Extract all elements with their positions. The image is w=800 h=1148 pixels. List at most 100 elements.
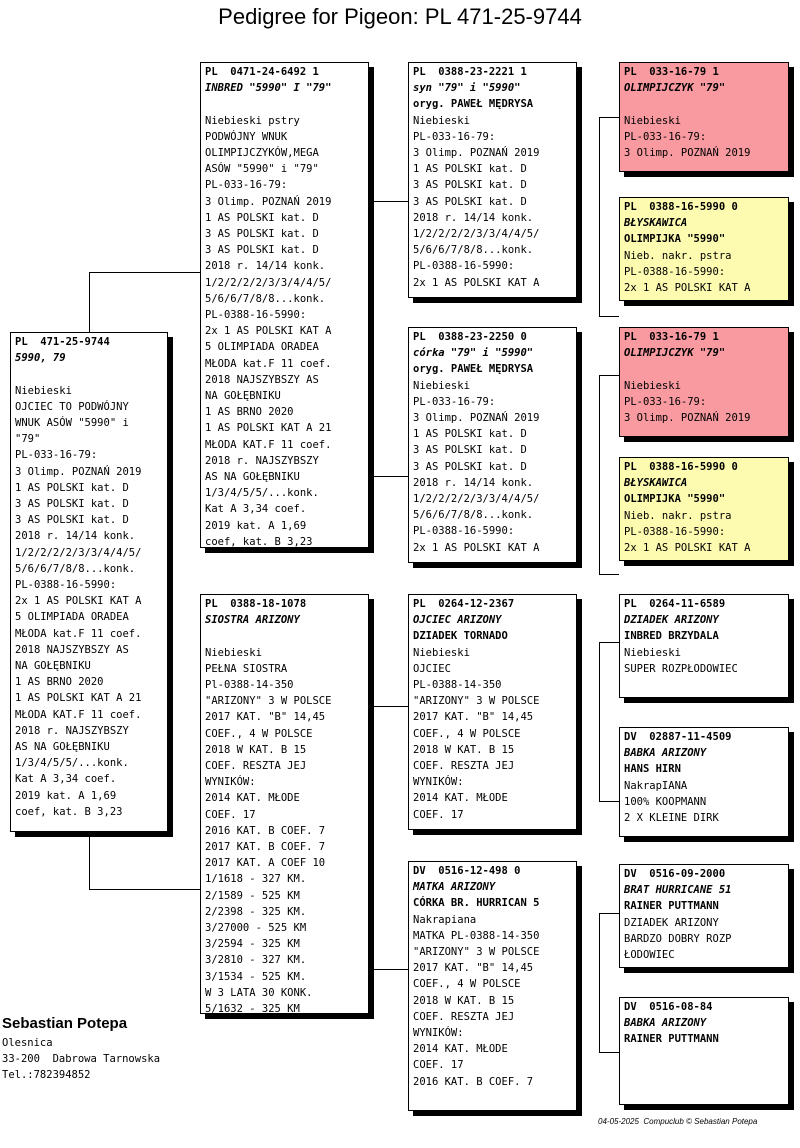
pigeon-info-line: 1/3/4/5/5/...konk. (205, 487, 319, 500)
pigeon-info-line: Niebieski (413, 646, 470, 659)
pigeon-info-line: 2014 KAT. MŁODE (413, 1043, 508, 1056)
pigeon-info-line: 3 Olimp. POZNAŃ 2019 (413, 147, 540, 160)
pigeon-name: 5990, 79 (15, 352, 66, 365)
connector-line (599, 1052, 619, 1053)
ring-number: PL 0264-12-2367 (413, 598, 515, 610)
connector-line (599, 316, 619, 317)
pigeon-info-line: Niebieski pstry (205, 114, 300, 127)
ring-number: PL 0388-16-5990 0 (624, 201, 738, 213)
pigeon-info-line: 3 AS POLSKI kat. D (413, 179, 527, 192)
pigeon-info-line: 3 AS POLSKI kat. D (15, 514, 129, 527)
pigeon-info-line: Niebieski (413, 379, 470, 392)
connector-line (89, 272, 200, 273)
owner-line: Tel.:782394852 (2, 1069, 91, 1081)
pigeon-info-line: 100% KOOPMANN (624, 795, 707, 808)
pigeon-info-line: oryg. PAWEŁ MĘDRYSA (413, 363, 534, 376)
pigeon-info-line: 2x 1 AS POLSKI KAT A (624, 542, 751, 555)
ring-number: PL 0471-24-6492 1 (205, 66, 319, 78)
pigeon-info-line: OJCIEC (413, 662, 451, 675)
connector-line (599, 375, 600, 575)
pigeon-info-line: HANS HIRN (624, 763, 681, 776)
pigeon-card-subject[interactable]: PL 471-25-9744 5990, 79 Niebieski OJCIEC T… (10, 332, 168, 832)
pigeon-card-ggs-2[interactable]: PL 033-16-79 1 OLIMPIJCZYK "79" Niebieski… (619, 327, 789, 437)
ring-number: PL 0388-23-2250 0 (413, 331, 527, 343)
pigeon-info-line: 2/1589 - 525 KM (205, 889, 300, 902)
pigeon-card-ggd-2[interactable]: PL 0388-16-5990 0 BŁYSKAWICA OLIMPIJKA "59… (619, 457, 789, 561)
pigeon-info-line: 2018 r. 14/14 konk. (413, 211, 534, 224)
pigeon-card-sire[interactable]: PL 0471-24-6492 1 INBRED "5990" I "79" Ni… (200, 62, 369, 548)
ring-number: PL 033-16-79 1 (624, 66, 719, 78)
pigeon-info-line: PL-033-16-79: (15, 449, 98, 462)
pigeon-info-line: Niebieski (205, 646, 262, 659)
pigeon-card-dam-sire[interactable]: PL 0264-12-2367 OJCIEC ARIZONY DZIADEK TOR… (408, 594, 577, 830)
pigeon-info-line: 1 AS BRNO 2020 (15, 676, 104, 689)
pigeon-name: OLIMPIJCZYK "79" (624, 347, 726, 360)
pigeon-card-ggs-1[interactable]: PL 033-16-79 1 OLIMPIJCZYK "79" Niebieski… (619, 62, 789, 172)
pigeon-info-line: 1 AS POLSKI kat. D (413, 163, 527, 176)
pigeon-card-ggd-4[interactable]: DV 0516-08-84 BABKA ARIZONY RAINER PUTTMAN… (619, 997, 789, 1105)
pigeon-info-line: 5 OLIMPIADA ORADEA (15, 611, 129, 624)
pigeon-info-line: MŁODA KAT.F 11 coef. (205, 438, 332, 451)
pigeon-info-line: COEF. 17 (413, 1059, 464, 1072)
pigeon-card-dam-dam[interactable]: DV 0516-12-498 0 MATKA ARIZONY CÓRKA BR. H… (408, 861, 577, 1111)
ring-number: PL 0388-18-1078 (205, 598, 307, 610)
pigeon-info-line: 2017 KAT. "B" 14,45 (205, 711, 326, 724)
pigeon-info-line: CÓRKA BR. HURRICAN 5 (413, 897, 540, 910)
pigeon-info-line: PL-033-16-79: (205, 179, 288, 192)
pigeon-info-line: 1/2/2/2/2/3/3/4/4/5/ (205, 276, 332, 289)
pigeon-info-line: PL-0388-14-350 (413, 679, 502, 692)
pigeon-info-line: 3 Olimp. POZNAŃ 2019 (205, 195, 332, 208)
pigeon-info-line: 5/6/6/7/8/8...konk. (205, 292, 326, 305)
pigeon-info-line (624, 96, 784, 112)
pigeon-info-line: 2017 KAT. A COEF 10 (205, 857, 326, 870)
pigeon-info-line: 1 AS POLSKI KAT A 21 (205, 422, 332, 435)
pigeon-info-line: 3 Olimp. POZNAŃ 2019 (624, 412, 751, 425)
pigeon-info-line: WYNIKÓW: (413, 776, 464, 789)
connector-line (89, 272, 90, 332)
pigeon-info-line: ŁODOWIEC (624, 949, 675, 962)
pigeon-info-line: DZIADEK ARIZONY (624, 916, 719, 929)
pigeon-info-line: NA GOŁĘBNIKU (205, 390, 281, 403)
pigeon-name: OJCIEC ARIZONY (413, 614, 502, 627)
pigeon-info-line: Nieb. nakr. pstra (624, 509, 732, 522)
owner-line: Olesnica (2, 1037, 53, 1049)
pigeon-info-line: WYNIKÓW: (205, 776, 256, 789)
pigeon-info-line: PL-033-16-79: (413, 395, 496, 408)
pigeon-info-line: COEF. 17 (413, 808, 464, 821)
pigeon-info-line: 2017 KAT. "B" 14,45 (413, 962, 534, 975)
pigeon-info-line: Kat A 3,34 coef. (15, 773, 117, 786)
pigeon-info-line: PL-033-16-79: (624, 395, 707, 408)
pigeon-card-sire-sire[interactable]: PL 0388-23-2221 1 syn "79" i "5990" oryg. … (408, 62, 577, 298)
pigeon-info-line: NA GOŁĘBNIKU (15, 660, 91, 673)
pigeon-info-line: 2018 r. 14/14 konk. (205, 260, 326, 273)
pigeon-card-ggs-4[interactable]: DV 0516-09-2000 BRAT HURRICANE 51 RAINER P… (619, 864, 789, 968)
pigeon-name: BABKA ARIZONY (624, 1017, 707, 1030)
connector-line (599, 375, 619, 376)
pigeon-card-ggd-1[interactable]: PL 0388-16-5990 0 BŁYSKAWICA OLIMPIJKA "59… (619, 197, 789, 301)
pigeon-info-line: 3 AS POLSKI kat. D (413, 444, 527, 457)
pigeon-info-line: 3 Olimp. POZNAŃ 2019 (413, 412, 540, 425)
pigeon-info-line: COEF. RESZTA JEJ (205, 760, 307, 773)
pigeon-info-line: 2x 1 AS POLSKI KAT A (413, 276, 540, 289)
connector-line (365, 476, 408, 477)
pigeon-info-line: 1 AS POLSKI kat. D (413, 428, 527, 441)
connector-line (599, 574, 619, 575)
pigeon-info-line: AS NA GOŁĘBNIKU (15, 741, 110, 754)
pigeon-card-ggd-3[interactable]: DV 02887-11-4509 BABKA ARIZONY HANS HIRN Na… (619, 727, 789, 837)
pigeon-info-line (15, 366, 163, 382)
pigeon-info-line: PL-0388-16-5990: (15, 579, 117, 592)
pigeon-card-sire-dam[interactable]: PL 0388-23-2250 0 córka "79" i "5990" oryg… (408, 327, 577, 563)
connector-line (599, 642, 600, 802)
pigeon-card-dam[interactable]: PL 0388-18-1078 SIOSTRA ARIZONY Niebieski… (200, 594, 369, 1014)
pigeon-name: BŁYSKAWICA (624, 217, 688, 230)
pigeon-info-line: "ARIZONY" 3 W POLSCE (413, 695, 540, 708)
pigeon-info-line: PL-0388-16-5990: (624, 265, 726, 278)
pigeon-info-line: 1 AS BRNO 2020 (205, 406, 294, 419)
connector-line (365, 201, 408, 202)
pigeon-info-line: 2/2398 - 325 KM. (205, 905, 307, 918)
pigeon-info-line: COEF. 17 (205, 808, 256, 821)
pigeon-card-ggs-3[interactable]: PL 0264-11-6589 DZIADEK ARIZONY INBRED BRZ… (619, 594, 789, 698)
pigeon-info-line (624, 361, 784, 377)
pigeon-info-line: OJCIEC TO PODWÓJNY (15, 400, 129, 413)
pigeon-info-line: 3/2594 - 325 KM (205, 938, 300, 951)
